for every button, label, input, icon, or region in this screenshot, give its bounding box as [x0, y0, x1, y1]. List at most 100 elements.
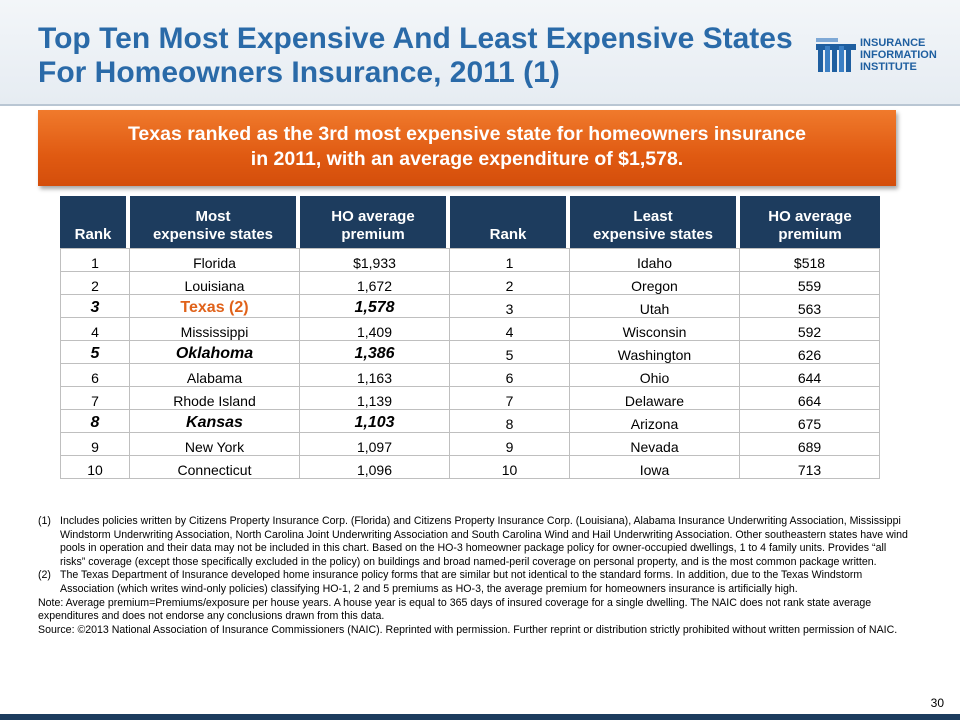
rank-2-cell: 6 [450, 364, 570, 387]
table-row: 8 Kansas 1,103 8 Arizona 675 [60, 410, 880, 433]
least-expensive-state-cell: Iowa [570, 456, 740, 479]
least-premium-cell: $518 [740, 248, 880, 272]
header-least-expensive: Least expensive states [570, 196, 740, 248]
most-premium-cell: 1,163 [300, 364, 450, 387]
least-premium-cell: 713 [740, 456, 880, 479]
least-premium-cell: 592 [740, 318, 880, 341]
least-premium-cell: 664 [740, 387, 880, 410]
least-premium-cell: 563 [740, 295, 880, 318]
footnote-1-text: Includes policies written by Citizens Pr… [60, 515, 908, 568]
footnote-1-number: (1) [38, 515, 51, 527]
header-band [0, 0, 960, 106]
table-row: 7 Rhode Island 1,139 7 Delaware 664 [60, 387, 880, 410]
most-expensive-state-cell: Alabama [130, 364, 300, 387]
rank-cell: 8 [60, 410, 130, 433]
most-expensive-state-cell: Connecticut [130, 456, 300, 479]
most-expensive-state-cell: Texas (2) [130, 295, 300, 318]
most-expensive-state-cell: Oklahoma [130, 341, 300, 364]
rank-cell: 2 [60, 272, 130, 295]
most-premium-cell: 1,096 [300, 456, 450, 479]
rank-cell: 4 [60, 318, 130, 341]
footnote-2-text: The Texas Department of Insurance develo… [60, 569, 863, 595]
most-expensive-state-cell: Louisiana [130, 272, 300, 295]
table-body: 1 Florida $1,933 1 Idaho $518 2 Louisiana 1,672 2… [60, 248, 880, 479]
header-rank: Rank [60, 196, 130, 248]
texas-callout: Texas ranked as the 3rd most expensive s… [38, 110, 896, 186]
least-expensive-state-cell: Delaware [570, 387, 740, 410]
least-expensive-state-cell: Nevada [570, 433, 740, 456]
rank-cell: 1 [60, 248, 130, 272]
table-row: 6 Alabama 1,163 6 Ohio 644 [60, 364, 880, 387]
least-expensive-state-cell: Idaho [570, 248, 740, 272]
table-row: 2 Louisiana 1,672 2 Oregon 559 [60, 272, 880, 295]
callout-line-2: in 2011, with an average expenditure of … [250, 148, 684, 170]
most-expensive-state-cell: Rhode Island [130, 387, 300, 410]
least-premium-cell: 626 [740, 341, 880, 364]
most-premium-cell: 1,097 [300, 433, 450, 456]
rank-2-cell: 4 [450, 318, 570, 341]
rank-2-cell: 5 [450, 341, 570, 364]
rank-2-cell: 1 [450, 248, 570, 272]
footnote-2: (2) The Texas Department of Insurance de… [38, 569, 910, 596]
most-premium-cell: 1,139 [300, 387, 450, 410]
most-premium-cell: 1,386 [300, 341, 450, 364]
rank-cell: 3 [60, 295, 130, 318]
rank-2-cell: 9 [450, 433, 570, 456]
rank-cell: 10 [60, 456, 130, 479]
rank-cell: 5 [60, 341, 130, 364]
logo-line-3: INSTITUTE [860, 61, 917, 73]
most-premium-cell: 1,103 [300, 410, 450, 433]
table-row: 3 Texas (2) 1,578 3 Utah 563 [60, 295, 880, 318]
most-expensive-state-cell: Florida [130, 248, 300, 272]
most-premium-cell: $1,933 [300, 248, 450, 272]
least-expensive-state-cell: Ohio [570, 364, 740, 387]
table-row: 5 Oklahoma 1,386 5 Washington 626 [60, 341, 880, 364]
logo-line-2: INFORMATION [860, 49, 937, 61]
rank-2-cell: 3 [450, 295, 570, 318]
least-expensive-state-cell: Washington [570, 341, 740, 364]
source-text: Source: ©2013 National Association of In… [38, 623, 898, 636]
note-text: Note: Average premium=Premiums/exposure … [38, 596, 872, 623]
rank-cell: 6 [60, 364, 130, 387]
callout-line-1: Texas ranked as the 3rd most expensive s… [127, 123, 807, 145]
least-premium-cell: 675 [740, 410, 880, 433]
rank-2-cell: 2 [450, 272, 570, 295]
most-expensive-state-cell: New York [130, 433, 300, 456]
iii-logo-mark-icon [816, 38, 856, 72]
rank-2-cell: 7 [450, 387, 570, 410]
least-premium-cell: 689 [740, 433, 880, 456]
most-expensive-state-cell: Mississippi [130, 318, 300, 341]
least-premium-cell: 644 [740, 364, 880, 387]
header-ho-premium: HO average premium [300, 196, 450, 248]
rank-2-cell: 8 [450, 410, 570, 433]
bottom-bar [0, 714, 960, 720]
most-premium-cell: 1,578 [300, 295, 450, 318]
least-expensive-state-cell: Arizona [570, 410, 740, 433]
most-premium-cell: 1,409 [300, 318, 450, 341]
footnote-2-number: (2) [38, 569, 51, 582]
table-row: 10 Connecticut 1,096 10 Iowa 713 [60, 456, 880, 479]
rank-2-cell: 10 [450, 456, 570, 479]
table-row: 1 Florida $1,933 1 Idaho $518 [60, 248, 880, 272]
page-title: Top Ten Most Expensive And Least Expensi… [38, 22, 793, 89]
table-header-row: Rank Most expensive states HO average prem… [60, 196, 880, 248]
rank-cell: 9 [60, 433, 130, 456]
page-number: 30 [930, 696, 944, 710]
most-premium-cell: 1,672 [300, 272, 450, 295]
most-expensive-state-cell: Kansas [130, 410, 300, 433]
least-expensive-state-cell: Wisconsin [570, 318, 740, 341]
least-expensive-state-cell: Utah [570, 295, 740, 318]
header-most-expensive: Most expensive states [130, 196, 300, 248]
homeowners-premium-table: Rank Most expensive states HO average prem… [60, 196, 880, 479]
table-row: 9 New York 1,097 9 Nevada 689 [60, 433, 880, 456]
least-premium-cell: 559 [740, 272, 880, 295]
header-ho-premium-2: HO average premium [740, 196, 880, 248]
iii-logo-text: INSURANCE INFORMATION INSTITUTE [860, 37, 952, 73]
least-expensive-state-cell: Oregon [570, 272, 740, 295]
rank-cell: 7 [60, 387, 130, 410]
iii-logo: INSURANCE INFORMATION INSTITUTE [816, 34, 952, 76]
table-row: 4 Mississippi 1,409 4 Wisconsin 592 [60, 318, 880, 341]
header-rank-2: Rank [450, 196, 570, 248]
logo-line-1: INSURANCE [860, 37, 926, 49]
footnotes: (1) Includes policies written by Citizen… [38, 515, 910, 637]
